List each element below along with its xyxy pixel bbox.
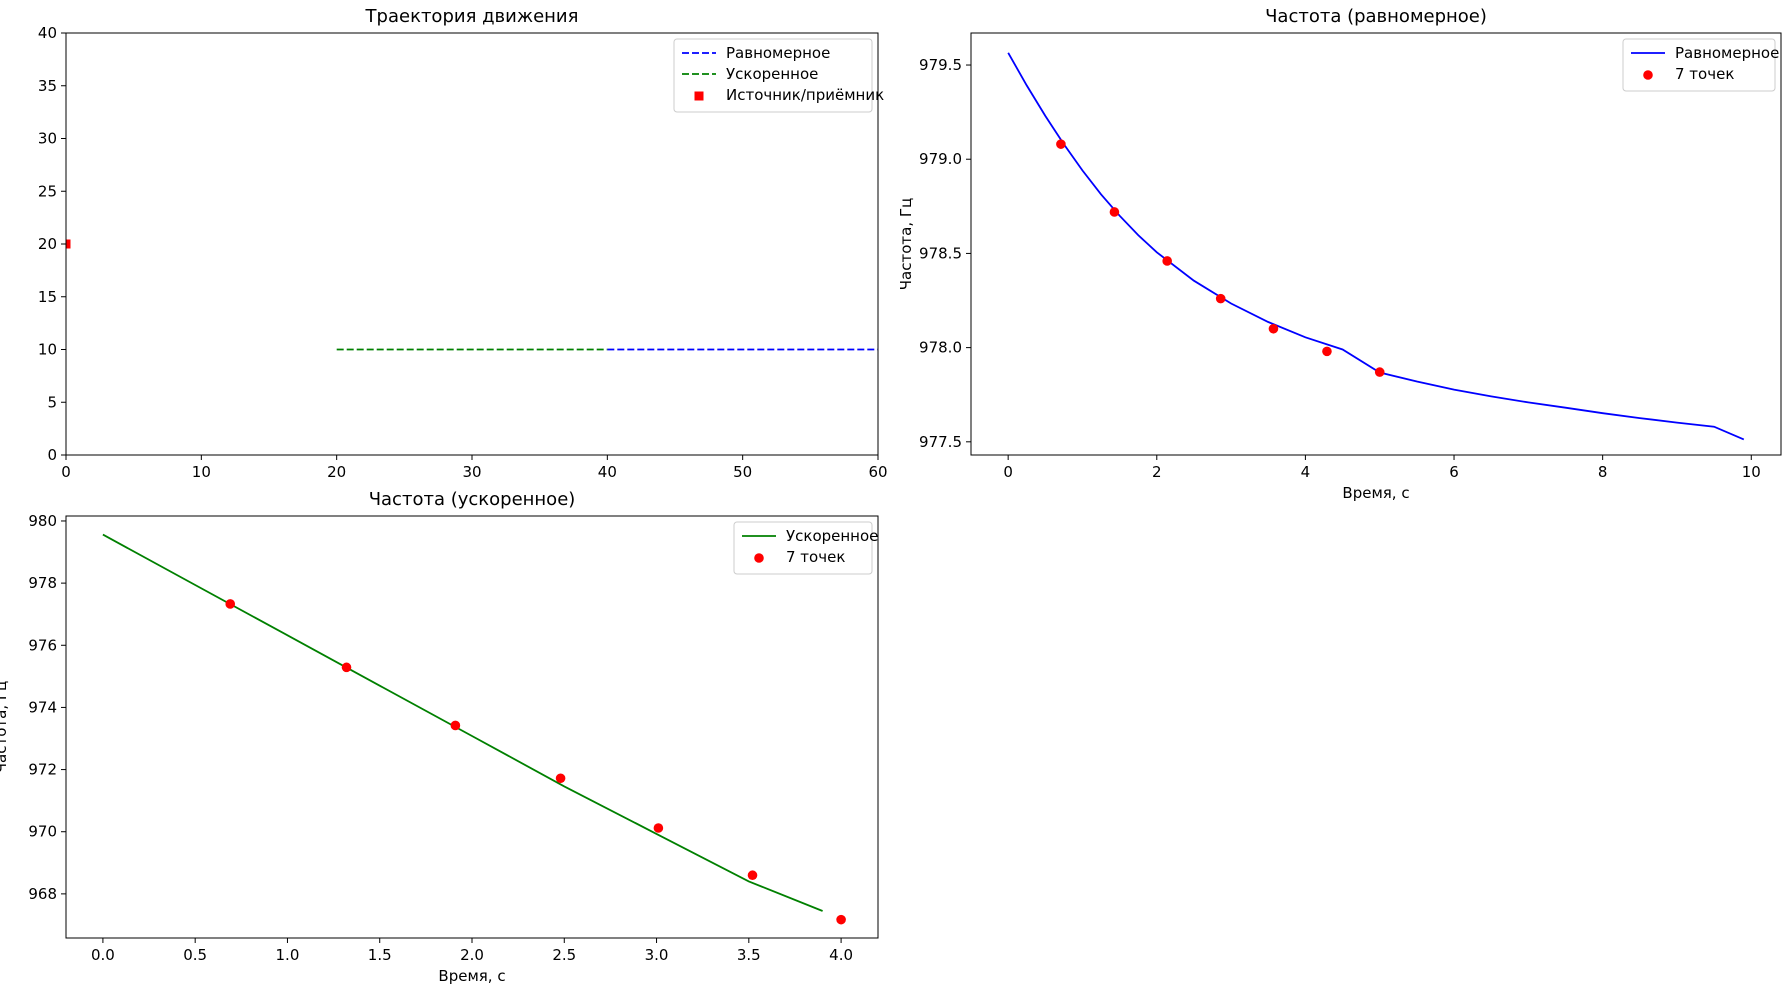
x-tick-label: 8 <box>1598 463 1608 481</box>
data-point <box>225 599 236 609</box>
x-tick-label: 2 <box>1152 463 1162 481</box>
x-tick-label: 50 <box>733 463 752 481</box>
data-point <box>341 662 352 673</box>
x-tick-label: 1.5 <box>368 946 392 964</box>
plot-area <box>102 533 846 925</box>
x-tick-label: 60 <box>868 463 887 481</box>
y-tick-label: 980 <box>28 512 57 530</box>
y-tick-label: 976 <box>28 636 57 654</box>
y-tick-label: 20 <box>38 235 57 253</box>
legend-box <box>1622 38 1776 92</box>
data-point <box>1056 139 1066 149</box>
data-point <box>1215 293 1226 304</box>
legend-marker-swatch <box>754 553 764 563</box>
y-tick-label: 978 <box>28 574 57 592</box>
y-tick-label: 979.0 <box>919 150 962 168</box>
y-tick-label: 978.5 <box>919 244 962 262</box>
data-point <box>1109 207 1120 217</box>
legend-label: Ускоренное <box>726 65 818 83</box>
data-point <box>450 720 461 731</box>
data-point <box>1162 256 1172 266</box>
data-point <box>1374 367 1385 377</box>
legend-label: Равномерное <box>726 44 830 62</box>
chart-2: Частота (равномерное) 0 2 4 6 8 10 977.5 978.0 97… <box>897 6 1782 502</box>
x-tick-label: 0.0 <box>91 946 115 964</box>
plot-frame <box>970 32 1782 456</box>
chart-title: Траектория движения <box>365 6 579 27</box>
y-tick-label: 0 <box>47 446 57 464</box>
y-tick-label: 970 <box>28 823 57 841</box>
x-tick-label: 20 <box>327 463 346 481</box>
plot-frame <box>65 32 879 456</box>
y-axis-label: Частота, Гц <box>0 681 10 773</box>
legend: Ускоренное 7 точек <box>733 521 878 575</box>
series-line <box>1007 52 1745 441</box>
y-tick-label: 977.5 <box>919 433 962 451</box>
x-tick-label: 4 <box>1301 463 1311 481</box>
data-point <box>1322 346 1332 357</box>
chart-title: Частота (ускоренное) <box>369 489 576 510</box>
data-point <box>747 870 758 881</box>
y-tick-label: 25 <box>38 182 57 200</box>
x-tick-label: 2.0 <box>460 946 484 964</box>
y-tick-label: 968 <box>28 885 57 903</box>
y-tick-label: 979.5 <box>919 56 962 74</box>
legend-label: Источник/приёмник <box>726 86 884 104</box>
plot-area <box>1007 52 1745 441</box>
x-tick-label: 0 <box>61 463 71 481</box>
y-tick-label: 15 <box>38 288 57 306</box>
data-point <box>836 914 846 925</box>
data-point <box>555 773 566 784</box>
y-tick-label: 974 <box>28 698 57 716</box>
legend-marker-swatch <box>1643 70 1653 80</box>
legend-marker-swatch <box>694 91 704 101</box>
plot-frame <box>65 515 879 939</box>
x-axis-label: Время, с <box>438 967 505 985</box>
x-tick-label: 2.5 <box>552 946 576 964</box>
x-tick-label: 40 <box>598 463 617 481</box>
x-tick-label: 30 <box>462 463 481 481</box>
x-tick-label: 10 <box>192 463 211 481</box>
data-point <box>1268 323 1279 334</box>
chart-title: Частота (равномерное) <box>1265 6 1487 27</box>
x-tick-label: 0.5 <box>183 946 207 964</box>
legend-box <box>733 521 873 575</box>
legend-label: Равномерное <box>1675 44 1779 62</box>
x-tick-label: 3.0 <box>645 946 669 964</box>
legend-box <box>673 38 873 113</box>
y-tick-label: 972 <box>28 761 57 779</box>
y-tick-label: 5 <box>47 393 57 411</box>
y-tick-label: 10 <box>38 341 57 359</box>
x-tick-label: 4.0 <box>829 946 853 964</box>
x-tick-label: 1.0 <box>276 946 300 964</box>
legend-label: Ускоренное <box>786 527 878 545</box>
legend-label: 7 точек <box>786 548 845 566</box>
y-tick-label: 978.0 <box>919 339 962 357</box>
y-tick-label: 40 <box>38 24 57 42</box>
y-axis-label: Частота, Гц <box>897 198 915 290</box>
x-axis-label: Время, с <box>1342 484 1409 502</box>
data-point <box>66 239 71 249</box>
legend-label: 7 точек <box>1675 65 1734 83</box>
x-tick-label: 6 <box>1449 463 1459 481</box>
x-tick-label: 0 <box>1003 463 1013 481</box>
plot-area <box>66 239 878 351</box>
x-tick-label: 3.5 <box>737 946 761 964</box>
legend: Равномерное 7 точек <box>1622 38 1779 92</box>
y-tick-label: 35 <box>38 77 57 95</box>
legend: Равномерное Ускоренное Источник/приёмник <box>673 38 884 113</box>
data-point <box>653 823 664 833</box>
x-tick-label: 10 <box>1742 463 1761 481</box>
chart-3: Частота (ускоренное) 0.0 0.5 1.0 1.5 2.0 2.5 3.… <box>0 489 879 985</box>
y-tick-label: 30 <box>38 130 57 148</box>
chart-1: Траектория движения 0 10 20 30 40 50 60 0 5 10 15 20… <box>38 6 888 481</box>
series-line <box>102 533 823 912</box>
